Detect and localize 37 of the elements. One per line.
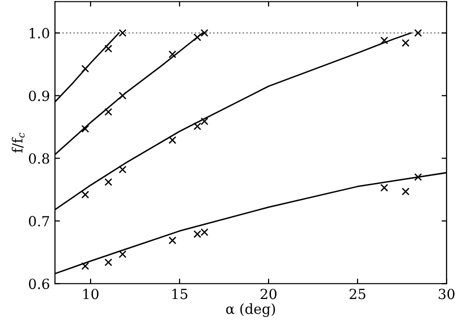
point (168, 236, 176, 244)
x-tick-label: 20 (260, 288, 276, 300)
point (104, 44, 112, 53)
point (414, 173, 422, 181)
point (81, 64, 90, 73)
point (168, 50, 176, 58)
y-tick-label: 0.8 (28, 153, 50, 164)
point (193, 33, 202, 42)
point (104, 178, 112, 186)
y-tick-label: 0.6 (28, 278, 50, 290)
point (118, 29, 126, 37)
x-axis-title: α (deg) (226, 303, 275, 317)
point (104, 108, 112, 116)
point (118, 250, 126, 258)
point (402, 39, 410, 47)
x-tick-label: 25 (350, 288, 366, 300)
point (380, 36, 388, 44)
point (118, 166, 126, 174)
point (81, 262, 90, 270)
y-tick-label: 0.7 (28, 216, 50, 226)
point (414, 29, 422, 37)
point (402, 188, 410, 196)
point (118, 92, 126, 100)
point (104, 258, 112, 266)
point (168, 136, 176, 144)
y-tick-label: 1.0 (30, 28, 50, 38)
point (81, 124, 90, 133)
point (81, 190, 90, 199)
point (380, 184, 388, 192)
point (200, 29, 208, 37)
y-tick-label: 0.9 (28, 90, 50, 102)
point (200, 117, 208, 126)
x-tick-label: 30 (438, 288, 454, 300)
x-tick-label: 15 (172, 288, 188, 300)
y-axis-title: f/f$_{c}$ (12, 132, 25, 153)
point (193, 122, 202, 130)
x-tick-label: 10 (83, 288, 98, 300)
